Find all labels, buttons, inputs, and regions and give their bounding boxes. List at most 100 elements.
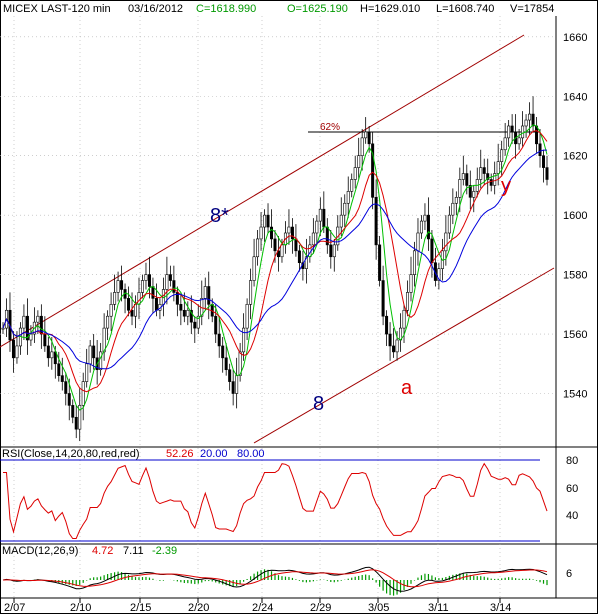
wave-label-a: a <box>401 377 413 399</box>
y-tick-label: 1560 <box>563 329 587 341</box>
x-tick-label: 2/10 <box>70 602 91 614</box>
candle-body <box>46 345 50 359</box>
candle-body <box>465 173 469 186</box>
candle-body <box>50 351 54 359</box>
channel-upper-line <box>0 34 525 348</box>
candle-body <box>99 351 103 371</box>
candle-body <box>130 309 134 317</box>
y-tick-label: 1580 <box>563 270 587 282</box>
x-tick-label: 2/07 <box>4 602 25 614</box>
candle-body <box>203 286 207 299</box>
y-tick-label: 1540 <box>563 388 587 400</box>
candle-body <box>252 256 256 281</box>
y-tick-label: 1600 <box>563 210 587 222</box>
wave-label-y: y <box>501 175 511 197</box>
candle-body <box>165 274 169 290</box>
candle-body <box>472 191 476 198</box>
rsi-lower: 20.00 <box>200 448 228 460</box>
candle-body <box>482 167 486 174</box>
candle-body <box>402 309 406 329</box>
candle-body <box>343 202 347 216</box>
candle-body <box>318 208 322 222</box>
candle-body <box>238 351 242 376</box>
candle-body <box>346 191 350 204</box>
candle-body <box>64 381 68 394</box>
wave-label-8star: 8* <box>210 205 229 227</box>
candle-body <box>168 274 172 281</box>
candle-body <box>315 220 319 234</box>
candle-body <box>500 149 504 162</box>
candle-body <box>409 274 413 293</box>
candle-body <box>1 327 5 330</box>
candle-body <box>57 363 61 376</box>
candle-body <box>535 125 539 145</box>
candle-body <box>423 214 427 222</box>
candle-body <box>287 226 291 234</box>
candle-body <box>385 315 389 335</box>
candle-body <box>416 232 420 252</box>
candle-body <box>507 125 511 139</box>
candle-body <box>134 304 138 317</box>
x-tick-label: 2/24 <box>252 602 273 614</box>
candle-body <box>276 250 280 258</box>
price-y-axis: 1540 1560 1580 1600 1620 1640 1660 <box>563 32 587 401</box>
macd-value: 4.72 <box>92 545 113 557</box>
candle-body <box>221 345 225 359</box>
candle-body <box>406 292 410 311</box>
candle-body <box>147 274 151 287</box>
x-tick-label: 3/11 <box>428 602 449 614</box>
candle-body <box>207 286 211 305</box>
candle-body <box>60 375 64 382</box>
x-axis: 2/07 2/10 2/15 2/20 2/24 2/29 3/05 3/11 3/14 <box>4 598 511 614</box>
candle-body <box>538 143 542 157</box>
moving-average-mid <box>2 130 548 393</box>
candle-body <box>392 345 396 353</box>
rsi-value: 52.26 <box>166 448 194 460</box>
candle-body <box>29 333 33 341</box>
candle-body <box>259 226 263 240</box>
candle-body <box>350 179 354 192</box>
candle-body <box>231 381 235 394</box>
rsi-tick-40: 40 <box>566 510 578 522</box>
candle-body <box>266 214 270 228</box>
candle-body <box>461 173 465 180</box>
rsi-label: RSI(Close,14,20,80,red,red) <box>2 448 140 460</box>
candle-body <box>175 292 179 305</box>
candle-body <box>78 405 82 430</box>
candle-body <box>256 238 260 258</box>
y-tick-label: 1660 <box>563 32 587 44</box>
macd-signal-value: 7.11 <box>123 545 144 557</box>
candle-body <box>11 339 15 359</box>
candle-body <box>249 280 253 305</box>
candle-body <box>137 292 141 305</box>
candle-body <box>447 214 451 234</box>
candle-body <box>412 250 416 275</box>
symbol-label: MICEX LAST-120 min <box>3 3 111 15</box>
candle-body <box>339 214 343 228</box>
candle-body <box>322 208 326 228</box>
candle-body <box>395 339 399 353</box>
candle-body <box>357 155 361 168</box>
candle-body <box>531 113 535 127</box>
candle-body <box>364 131 368 139</box>
candle-body <box>179 304 183 311</box>
fib-label: 62% <box>320 122 340 133</box>
close-label: C=1618.990 <box>196 3 256 15</box>
candle-body <box>140 280 144 293</box>
candle-body <box>388 333 392 347</box>
moving-average-fast <box>2 124 548 411</box>
candle-body <box>36 315 40 323</box>
price-grid <box>0 16 556 598</box>
y-tick-label: 1620 <box>563 151 587 163</box>
rsi-upper: 80.00 <box>237 448 265 460</box>
candle-body <box>263 214 267 228</box>
candle-body <box>193 321 197 329</box>
candle-body <box>493 173 497 186</box>
date-label: 03/16/2012 <box>128 3 183 15</box>
candle-body <box>39 315 43 335</box>
x-tick-label: 2/15 <box>130 602 151 614</box>
macd-hist-value: -2.39 <box>152 545 177 557</box>
candle-body <box>81 381 85 406</box>
candle-body <box>510 125 514 133</box>
